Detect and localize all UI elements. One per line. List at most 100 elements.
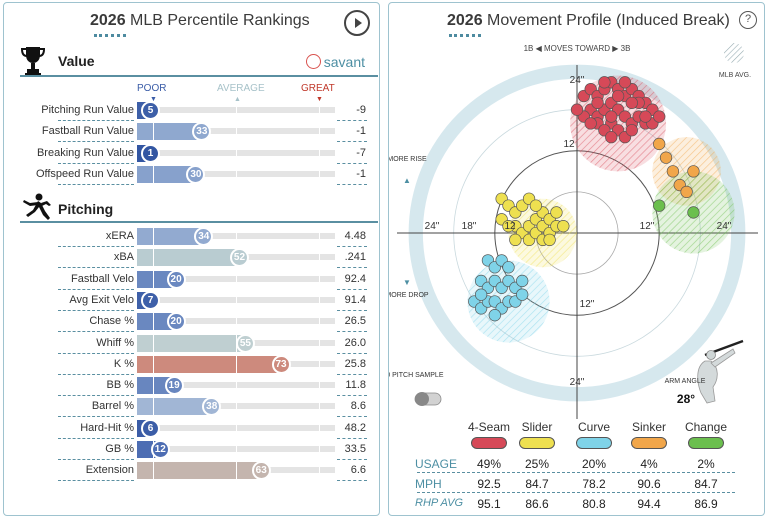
percentile-bubble: 20 [166,269,186,289]
pitch-name: Curve [577,420,610,434]
movement-title: 2026 Movement Profile (Induced Break) [447,12,730,29]
moves-toward-label: 1B ◀ MOVES TOWARD ▶ 3B [524,44,631,53]
percentile-rankings-panel: 2026 MLB Percentile Rankings Value savan… [3,2,380,516]
scale-tick [319,228,320,245]
percentile-row[interactable]: Barrel % 38 8.6 [4,397,379,418]
scale-tick [319,291,320,309]
arm-angle-value: 28° [677,392,695,406]
pitch-dot [474,288,488,301]
percentile-row[interactable]: Breaking Run Value 1 -7 [4,143,379,165]
percentile-bar [137,334,246,352]
label-underline [58,162,134,164]
metric-label: BB % [106,379,134,392]
pitch-rhp-avg-value: 86.6 [525,497,549,511]
stat-divider [417,472,735,473]
axis-label-top-12: 12 [563,139,575,150]
percentile-row[interactable]: Offspeed Run Value 30 -1 [4,164,379,186]
pitch-legend-item[interactable]: Change [681,420,731,449]
pitch-usage-value: 2% [697,457,715,471]
scale-tick [153,334,154,352]
metric-value: 26.5 [344,315,366,328]
label-underline [58,416,134,418]
axis-label-top-24: 24" [570,75,585,86]
percentile-bar [137,355,282,373]
metric-label: Hard-Hit % [80,421,134,434]
percentile-row[interactable]: Whiff % 55 26.0 [4,333,379,355]
scale-tick [153,355,154,373]
percentile-row[interactable]: Fastball Run Value 33 -1 [4,122,379,143]
help-button[interactable]: ? [739,11,757,29]
pitching-section-rule [20,221,378,223]
pitch-dot [639,110,652,123]
scale-great-label: GREAT [301,83,335,94]
pitch-legend-item[interactable]: 4-Seam [464,420,514,449]
percentile-row[interactable]: GB % 12 33.5 [4,440,379,461]
percentile-bar [137,165,197,183]
metric-label: GB % [105,443,134,455]
scale-tick [319,270,320,288]
play-button[interactable] [344,10,370,36]
percentile-row[interactable]: BB % 19 11.8 [4,376,379,397]
pitch-dot [550,206,563,219]
pitch-rhp-avg-value: 86.9 [694,497,718,511]
pitch-usage-value: 4% [640,457,658,471]
pitch-dot [687,206,700,219]
scale-tick [236,462,237,480]
percentile-row[interactable]: Pitching Run Value 5 -9 [4,101,379,122]
label-underline [58,288,134,290]
pitch-rhp-avg-value: 95.1 [477,497,501,511]
pitch-dot [680,185,693,199]
pitch-mph-value: 84.7 [694,477,718,491]
value-underline [337,352,367,354]
metric-value: -1 [356,125,366,138]
movement-profile-panel: 2026 Movement Profile (Induced Break) ? … [388,2,765,516]
scale-tick [236,419,237,437]
pitch-dot [625,96,638,109]
percentile-title: 2026 MLB Percentile Rankings [90,12,310,29]
pitch-color-swatch [471,437,507,449]
metric-value: 91.4 [344,293,366,306]
metric-label: Breaking Run Value [36,146,134,159]
label-underline [58,352,134,354]
pitch-legend-item[interactable]: Sinker [624,420,674,449]
mlb-avg-icon [724,43,744,63]
pitch-dot [529,199,543,212]
pitch-legend-item[interactable]: Slider [512,420,562,449]
scale-tick [153,123,154,141]
pitcher-arm-icon [710,348,736,368]
pitch-dot [625,124,638,137]
metric-label: Fastball Run Value [41,125,134,138]
percentile-row[interactable]: Fastball Velo 20 92.4 [4,269,379,291]
scale-tick [236,102,237,119]
pitch-legend-item[interactable]: Curve [569,420,619,449]
percentile-row[interactable]: xERA 34 4.48 [4,227,379,248]
metric-value: 48.2 [344,421,366,434]
percentile-row[interactable]: xBA 52 .241 [4,248,379,269]
pitch-dot [598,76,611,89]
scale-tick [236,313,237,331]
value-underline [337,480,367,482]
scale-tick [319,419,320,437]
percentile-row[interactable]: Hard-Hit % 6 48.2 [4,418,379,440]
metric-value: -7 [356,146,366,159]
pitch-rhp-avg-value: 94.4 [637,497,661,511]
pitch-dot [605,110,618,123]
pitch-color-swatch [688,437,724,449]
percentile-row[interactable]: K % 73 25.8 [4,354,379,376]
percentile-bar [137,398,213,416]
metric-label: Fastball Velo [71,272,134,285]
scale-tick [153,228,154,245]
title-underline [94,34,126,37]
scale-tick [153,398,154,416]
label-underline [58,395,134,397]
scale-tick [319,102,320,119]
scale-tick [236,165,237,183]
percentile-row[interactable]: Extension 63 6.6 [4,461,379,482]
metric-label: Barrel % [91,400,134,413]
metric-value: 4.48 [344,230,366,242]
pitch-usage-value: 25% [524,457,550,471]
more-rise-label: MORE RISE [389,156,427,163]
percentile-row[interactable]: Avg Exit Velo 7 91.4 [4,290,379,312]
percentile-row[interactable]: Chase % 20 26.5 [4,312,379,333]
pitch-name: Slider [521,420,553,434]
